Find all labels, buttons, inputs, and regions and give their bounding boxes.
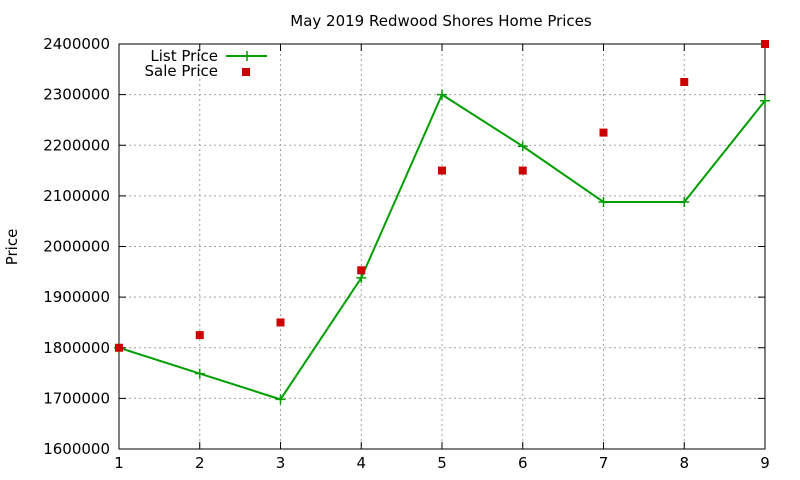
sale-price-point — [195, 331, 204, 340]
x-tick-label: 5 — [437, 454, 447, 472]
list-price-point — [679, 196, 690, 207]
x-tick-label: 7 — [599, 454, 609, 472]
y-axis-label: Price — [3, 229, 21, 266]
y-tick-label: 1700000 — [43, 389, 110, 407]
list-price-point — [275, 394, 286, 405]
list-price-point — [437, 89, 447, 100]
y-tick-label: 1900000 — [43, 288, 110, 306]
list-price-point — [194, 368, 205, 379]
legend-swatch-list-price-marker — [242, 51, 252, 61]
sale-price-point — [276, 318, 285, 327]
sale-price-point — [599, 128, 608, 137]
y-tick-label: 2000000 — [43, 238, 110, 256]
y-tick-label: 1800000 — [43, 339, 110, 357]
legend-swatch-sale-price-marker — [242, 68, 250, 76]
x-tick-label: 3 — [276, 454, 286, 472]
y-tick-label: 1600000 — [43, 440, 110, 458]
y-tick-label: 2300000 — [43, 86, 110, 104]
list-price-point — [356, 272, 367, 283]
legend: List Price Sale Price — [145, 47, 267, 80]
list-price-point — [598, 196, 609, 207]
sale-price-point — [518, 166, 527, 175]
sale-price-point — [761, 40, 769, 48]
x-tick-label: 9 — [760, 454, 770, 472]
list-price-point — [517, 141, 528, 152]
legend-label-list-price: List Price — [150, 47, 218, 65]
series-layer — [114, 40, 770, 405]
x-tick-label: 1 — [114, 454, 124, 472]
legend-label-sale-price: Sale Price — [145, 62, 218, 80]
y-tick-label: 2200000 — [43, 136, 110, 154]
grid-lines — [119, 44, 765, 449]
chart-title: May 2019 Redwood Shores Home Prices — [290, 12, 592, 30]
sale-price-point — [357, 266, 366, 275]
x-tick-label: 6 — [518, 454, 528, 472]
sale-price-point — [680, 77, 689, 86]
y-axis-ticks: 1600000 1700000 1800000 1900000 2000000 21000… — [43, 35, 765, 458]
x-tick-label: 2 — [195, 454, 205, 472]
x-axis-ticks: 1 2 3 4 5 6 7 8 9 — [114, 44, 770, 472]
sale-price-point — [115, 343, 123, 352]
sale-price-point — [438, 166, 446, 175]
y-tick-label: 2400000 — [43, 35, 110, 53]
y-tick-label: 2100000 — [43, 187, 110, 205]
list-price-point — [760, 95, 770, 106]
x-tick-label: 4 — [356, 454, 366, 472]
x-tick-label: 8 — [679, 454, 689, 472]
